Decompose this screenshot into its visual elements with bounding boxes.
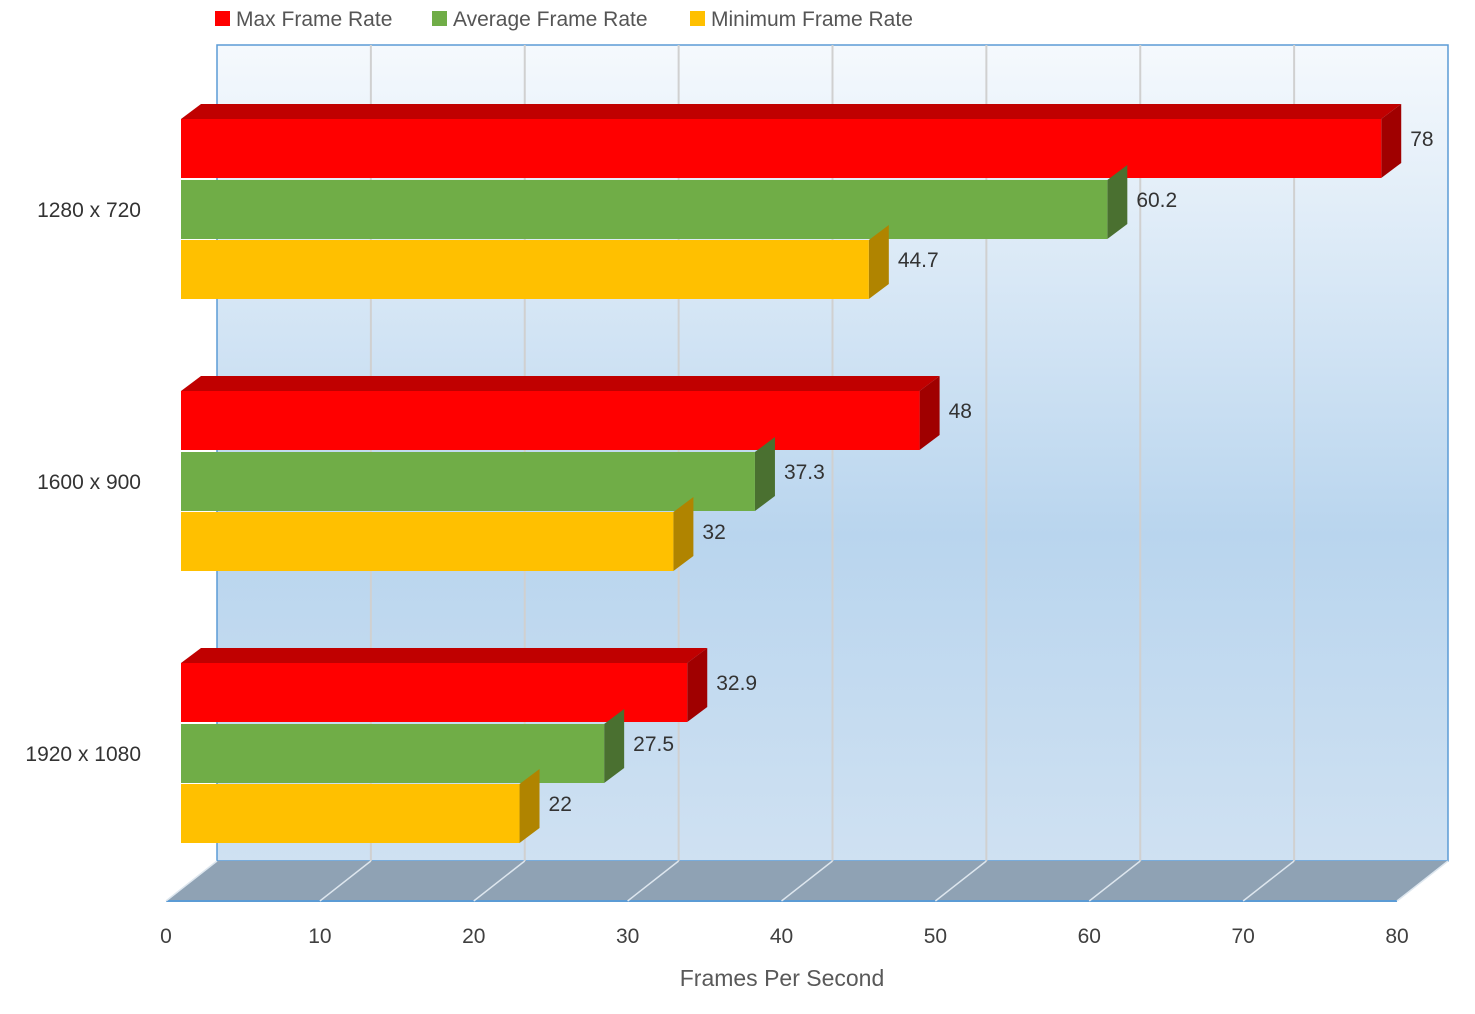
bar-side-face	[919, 376, 940, 450]
legend-swatch	[215, 11, 230, 26]
legend-label: Max Frame Rate	[236, 8, 392, 31]
x-tick-label: 0	[160, 925, 172, 948]
bar-average-frame-rate	[181, 180, 1108, 239]
category-label: 1600 x 900	[37, 471, 141, 494]
bar-minimum-frame-rate	[181, 512, 674, 571]
bar-minimum-frame-rate	[181, 240, 869, 299]
bar-side-face	[687, 648, 708, 722]
category-label: 1280 x 720	[37, 199, 141, 222]
bar-top-face	[181, 376, 940, 391]
bar-side-face	[754, 437, 775, 511]
bar-side-face	[519, 769, 540, 843]
floor-gridline	[934, 860, 987, 902]
floor-gridline	[165, 860, 218, 902]
x-tick-label: 30	[616, 925, 639, 948]
legend-label: Average Frame Rate	[453, 8, 648, 31]
data-label: 32.9	[716, 672, 757, 695]
data-label: 37.3	[784, 461, 825, 484]
bar-side-face	[1381, 104, 1402, 178]
legend-swatch	[432, 11, 447, 26]
bar-top-face	[181, 104, 1402, 119]
legend-swatch	[690, 11, 705, 26]
x-tick-label: 80	[1385, 925, 1408, 948]
legend-label: Minimum Frame Rate	[711, 8, 913, 31]
bar-max-frame-rate	[181, 119, 1382, 178]
data-label: 27.5	[633, 733, 674, 756]
x-tick-label: 10	[308, 925, 331, 948]
floor-gridline	[1242, 860, 1295, 902]
x-tick-label: 50	[924, 925, 947, 948]
bar-max-frame-rate	[181, 663, 688, 722]
bar-side-face	[673, 497, 694, 571]
bar-top-face	[181, 648, 708, 663]
floor-gridline	[473, 860, 526, 902]
x-tick-label: 40	[770, 925, 793, 948]
bar-average-frame-rate	[181, 452, 755, 511]
x-tick-label: 60	[1078, 925, 1101, 948]
data-label: 44.7	[898, 249, 939, 272]
x-axis-title: Frames Per Second	[680, 965, 885, 991]
data-label: 22	[549, 793, 572, 816]
data-label: 78	[1410, 128, 1433, 151]
x-tick-label: 70	[1231, 925, 1254, 948]
data-label: 32	[702, 521, 725, 544]
floor-gridline	[627, 860, 680, 902]
floor-gridline	[781, 860, 833, 902]
bar-average-frame-rate	[181, 724, 605, 783]
bar-side-face	[1107, 165, 1128, 239]
floor-gridline	[1088, 860, 1141, 902]
bar-max-frame-rate	[181, 391, 920, 450]
floor-gridline	[319, 860, 372, 902]
bar-side-face	[868, 225, 889, 299]
bar-side-face	[604, 709, 625, 783]
data-label: 60.2	[1136, 189, 1177, 212]
data-label: 48	[949, 400, 972, 423]
bar-minimum-frame-rate	[181, 784, 520, 843]
x-tick-label: 20	[462, 925, 485, 948]
floor-gridline	[1396, 860, 1449, 902]
category-label: 1920 x 1080	[25, 743, 141, 766]
